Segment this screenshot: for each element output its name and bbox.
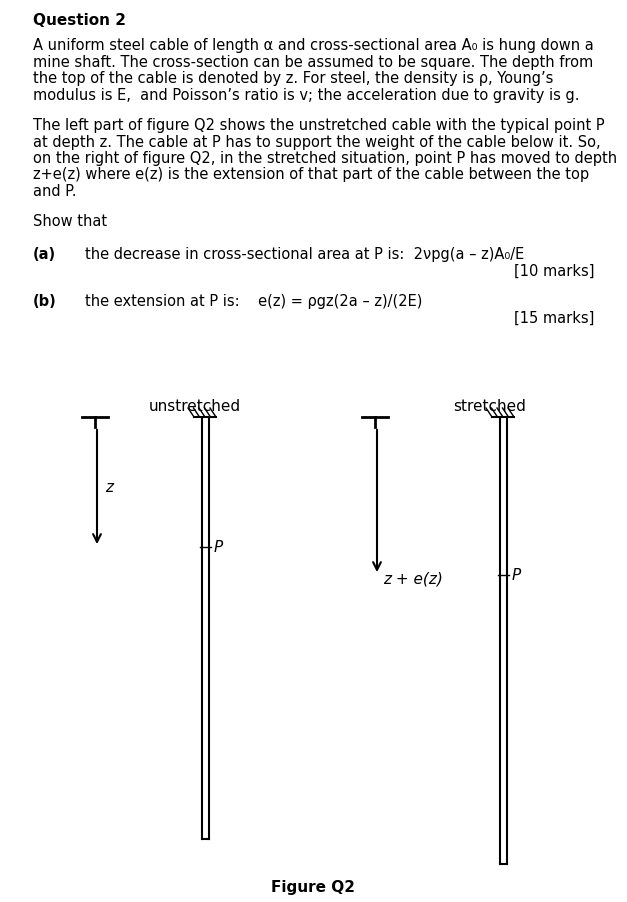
Text: [10 marks]: [10 marks]	[514, 263, 594, 278]
Text: (a): (a)	[33, 247, 56, 262]
Text: stretched: stretched	[453, 399, 527, 413]
Text: mine shaft. The cross-section can be assumed to be square. The depth from: mine shaft. The cross-section can be ass…	[33, 54, 593, 69]
Text: z: z	[105, 480, 113, 495]
Text: P: P	[214, 540, 223, 555]
Text: Figure Q2: Figure Q2	[271, 879, 355, 894]
Text: Question 2: Question 2	[33, 13, 126, 28]
Text: [15 marks]: [15 marks]	[514, 310, 594, 325]
Text: Show that: Show that	[33, 215, 107, 229]
Text: the extension at P is:    e(z) = ρgz(2a – z)/(2E): the extension at P is: e(z) = ρgz(2a – z…	[85, 294, 423, 308]
Text: z + e(z): z + e(z)	[383, 571, 443, 586]
Text: at depth z. The cable at P has to support the weight of the cable below it. So,: at depth z. The cable at P has to suppor…	[33, 134, 601, 150]
Text: (b): (b)	[33, 294, 57, 308]
Text: the decrease in cross-sectional area at P is:  2νpg(a – z)A₀/E: the decrease in cross-sectional area at …	[85, 247, 524, 262]
Text: z+e(z) where e(z) is the extension of that part of the cable between the top: z+e(z) where e(z) is the extension of th…	[33, 167, 589, 182]
Text: A uniform steel cable of length α and cross-sectional area A₀ is hung down a: A uniform steel cable of length α and cr…	[33, 38, 594, 53]
Text: on the right of figure Q2, in the stretched situation, point P has moved to dept: on the right of figure Q2, in the stretc…	[33, 151, 617, 166]
Text: the top of the cable is denoted by z. For steel, the density is ρ, Young’s: the top of the cable is denoted by z. Fo…	[33, 71, 554, 86]
Text: unstretched: unstretched	[149, 399, 241, 413]
Text: and P.: and P.	[33, 184, 76, 198]
Text: The left part of figure Q2 shows the unstretched cable with the typical point P: The left part of figure Q2 shows the uns…	[33, 118, 604, 133]
Text: modulus is E,  and Poisson’s ratio is v; the acceleration due to gravity is g.: modulus is E, and Poisson’s ratio is v; …	[33, 87, 579, 103]
Text: P: P	[512, 568, 521, 583]
